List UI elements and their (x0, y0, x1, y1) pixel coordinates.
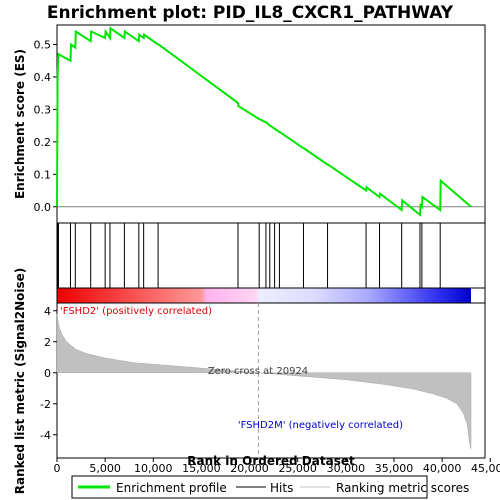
chart-title: Enrichment plot: PID_IL8_CXCR1_PATHWAY (47, 3, 454, 23)
x-tick-label: 45,000 (471, 462, 500, 475)
x-tick-label: 25,000 (278, 462, 317, 475)
es-tick-label: 0.5 (34, 38, 52, 51)
legend-enrichment-label: Enrichment profile (116, 481, 227, 495)
rank-color-bar (57, 288, 471, 303)
legend-metric-label: Ranking metric scores (336, 481, 469, 495)
metric-tick-label: 0 (44, 367, 51, 380)
ranking-metric-area (56, 313, 472, 449)
metric-axis-label: Ranked list metric (Signal2Noise) (13, 268, 27, 495)
es-axis-ticks: 0.0 0.1 0.2 0.3 0.4 0.5 (34, 38, 57, 214)
zero-cross-label: Zero cross at 20924 (208, 366, 308, 377)
es-tick-label: 0.1 (34, 168, 52, 181)
x-tick-label: 15,000 (182, 462, 221, 475)
es-panel (56, 24, 486, 224)
metric-tick-label: 4 (44, 305, 51, 318)
legend: Enrichment profile Hits Ranking metric s… (71, 475, 469, 499)
es-tick-label: 0.2 (34, 136, 52, 149)
x-tick-label: 20,000 (230, 462, 269, 475)
hits-marks (57, 223, 441, 288)
x-tick-label: 10,000 (134, 462, 173, 475)
metric-axis-ticks: -4 -2 0 2 4 (40, 305, 57, 442)
x-tick-label: 30,000 (327, 462, 366, 475)
metric-tick-label: 2 (44, 336, 51, 349)
es-tick-label: 0.0 (34, 201, 52, 214)
legend-hits-label: Hits (270, 481, 293, 495)
x-axis-label: Rank in Ordered Dataset (187, 454, 355, 468)
metric-tick-label: -4 (40, 429, 51, 442)
positive-correlation-label: 'FSHD2' (positively correlated) (60, 306, 212, 317)
negative-correlation-label: 'FSHD2M' (negatively correlated) (238, 420, 403, 431)
enrichment-profile-line (56, 26, 472, 217)
hits-panel (56, 222, 486, 289)
x-tick-label: 5,000 (89, 462, 121, 475)
es-axis-label: Enrichment score (ES) (13, 49, 27, 199)
x-tick-label: 35,000 (375, 462, 414, 475)
es-tick-label: 0.4 (34, 71, 52, 84)
x-tick-label: 40,000 (423, 462, 462, 475)
metric-tick-label: -2 (40, 398, 51, 411)
es-tick-label: 0.3 (34, 103, 52, 116)
x-axis-ticks: 0 5,000 10,000 15,000 20,000 25,000 30,000 35,0… (54, 458, 500, 475)
x-tick-label: 0 (54, 462, 61, 475)
